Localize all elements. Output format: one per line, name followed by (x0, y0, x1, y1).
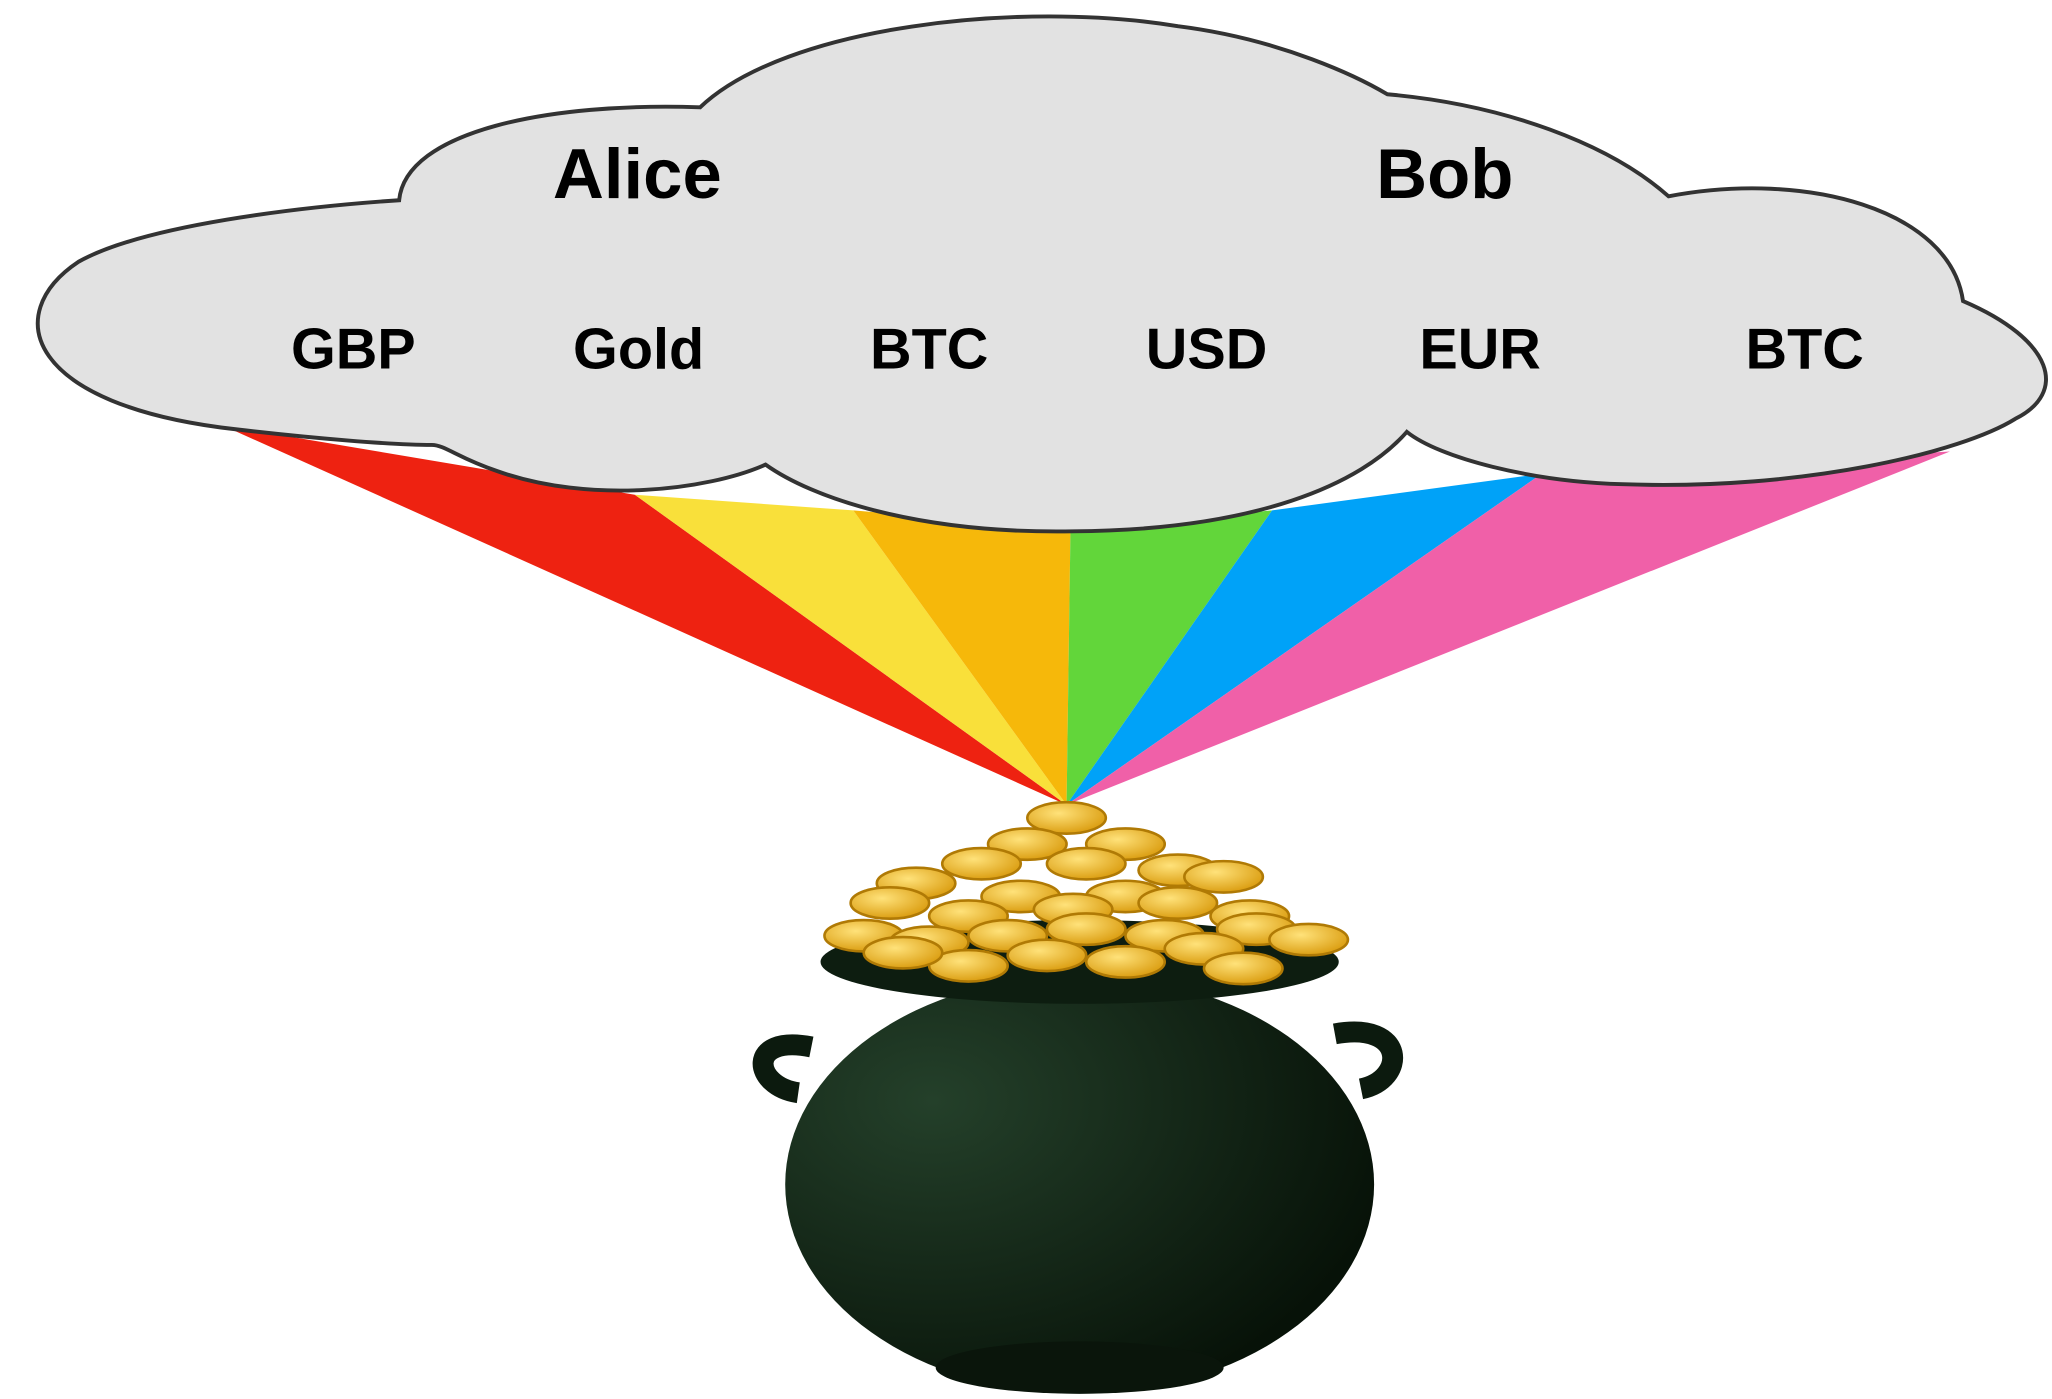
pot (763, 920, 1393, 1394)
pot-handle (763, 1045, 811, 1093)
coin (1086, 946, 1165, 977)
coin (864, 937, 943, 968)
diagram: Alice Bob GBP Gold BTC USD EUR BTC (0, 0, 2052, 1399)
coin (1047, 848, 1126, 879)
coin (851, 887, 930, 918)
person-name: Bob (1376, 134, 1513, 213)
pot-base (936, 1341, 1224, 1393)
asset-label: BTC (870, 318, 988, 382)
pot-handle (1335, 1032, 1393, 1089)
coin (1204, 953, 1283, 984)
asset-label: BTC (1745, 318, 1863, 382)
asset-label: GBP (291, 318, 416, 382)
coin (1008, 940, 1087, 971)
coin (1269, 924, 1348, 955)
person-name: Alice (553, 134, 722, 213)
asset-label: EUR (1419, 318, 1541, 382)
pot-body (785, 975, 1374, 1394)
coins (824, 802, 1347, 984)
asset-label: Gold (573, 318, 704, 382)
asset-label: USD (1146, 318, 1268, 382)
coin (1139, 887, 1218, 918)
coin (942, 848, 1021, 879)
